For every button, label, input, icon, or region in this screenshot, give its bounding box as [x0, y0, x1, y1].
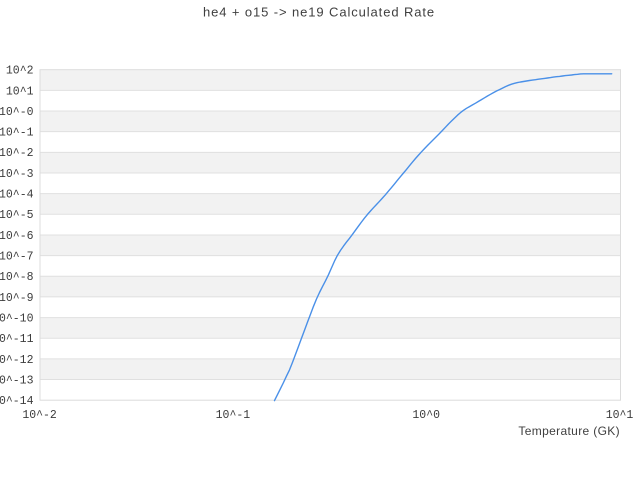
- svg-text:10^0: 10^0: [412, 409, 440, 422]
- svg-text:10^-7: 10^-7: [0, 251, 34, 264]
- svg-text:10^-13: 10^-13: [0, 374, 34, 387]
- svg-text:10^1: 10^1: [6, 85, 34, 98]
- svg-text:he4 + o15 -> ne19 Calculated R: he4 + o15 -> ne19 Calculated Rate: [203, 5, 435, 20]
- svg-text:10^-9: 10^-9: [0, 292, 34, 305]
- svg-text:10^-11: 10^-11: [0, 333, 34, 346]
- svg-text:10^1: 10^1: [606, 409, 634, 422]
- svg-text:10^-14: 10^-14: [0, 395, 34, 408]
- svg-text:10^-10: 10^-10: [0, 312, 34, 325]
- svg-text:10^-0: 10^-0: [0, 106, 34, 119]
- svg-text:10^-3: 10^-3: [0, 168, 34, 181]
- svg-text:10^-12: 10^-12: [0, 354, 34, 367]
- svg-text:10^-5: 10^-5: [0, 209, 34, 222]
- svg-text:10^-1: 10^-1: [216, 409, 251, 422]
- svg-text:10^-8: 10^-8: [0, 271, 34, 284]
- svg-text:10^2: 10^2: [6, 65, 34, 78]
- svg-text:10^-4: 10^-4: [0, 189, 34, 202]
- svg-text:10^-1: 10^-1: [0, 127, 34, 140]
- svg-text:10^-6: 10^-6: [0, 230, 34, 243]
- svg-text:10^-2: 10^-2: [0, 147, 34, 160]
- svg-text:Temperature (GK): Temperature (GK): [518, 424, 620, 438]
- svg-text:10^-2: 10^-2: [22, 409, 57, 422]
